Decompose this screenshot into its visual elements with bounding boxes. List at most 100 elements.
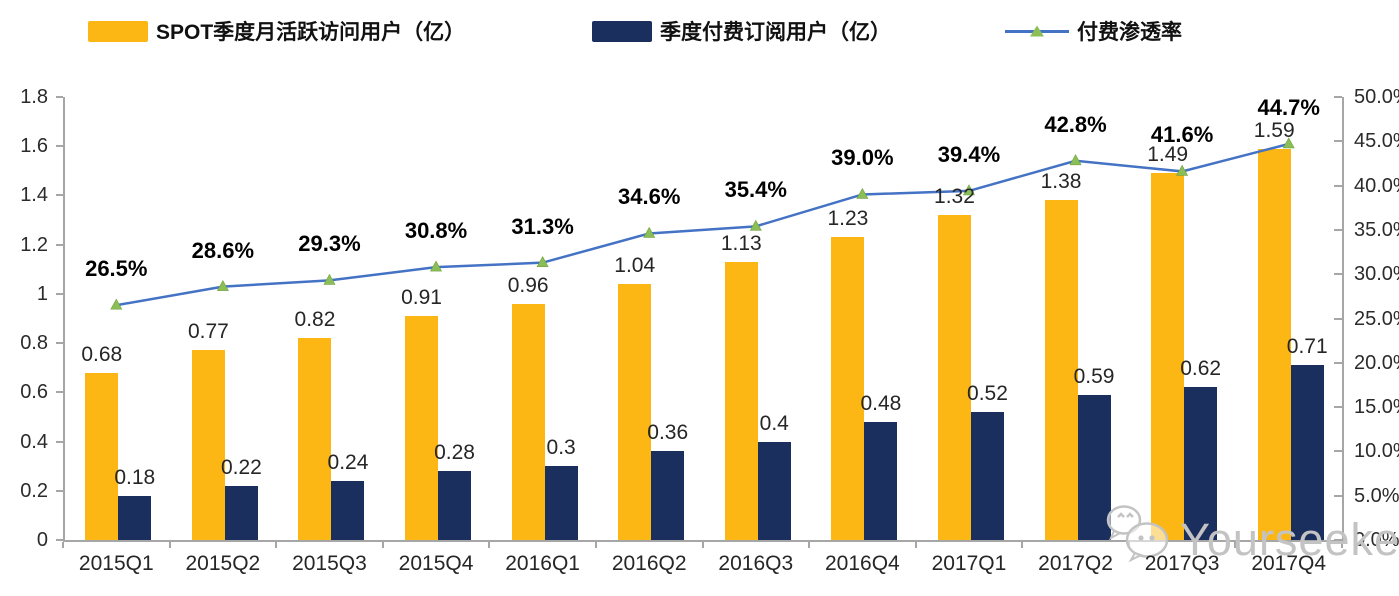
watermark: Yourseeker <box>1102 500 1399 562</box>
y-axis-tick <box>56 391 63 394</box>
bar-value-label-mau: 1.38 <box>1040 170 1082 194</box>
triangle-marker-icon <box>749 219 762 231</box>
y-axis-tick-label: 1.8 <box>20 86 48 108</box>
secondary-y-axis-tick-label: 0.0% <box>1354 529 1399 551</box>
bar-value-label-subscribers: 0.4 <box>759 411 789 435</box>
triangle-marker-icon <box>1069 154 1082 166</box>
bar-mau <box>1044 200 1078 540</box>
watermark-text: Yourseeker <box>1180 514 1399 565</box>
legend-label-penetration: 付费渗透率 <box>1077 21 1182 44</box>
x-axis-category-label: 2015Q1 <box>78 552 154 575</box>
x-axis-category-label: 2017Q1 <box>931 552 1007 575</box>
bar-subscribers <box>118 495 152 540</box>
legend-line-marker-icon <box>1005 21 1069 41</box>
legend-item-mau: SPOT季度月活跃访问用户（亿） <box>88 17 465 45</box>
legend-label-subscribers: 季度付费订阅用户（亿） <box>660 21 891 44</box>
y-axis-tick <box>56 342 63 345</box>
bar-mau <box>191 350 225 540</box>
bar-value-label-subscribers: 0.48 <box>860 391 902 415</box>
bar-value-label-mau: 1.04 <box>614 254 656 278</box>
penetration-label: 28.6% <box>191 237 255 263</box>
wechat-icon <box>1106 505 1169 562</box>
y-axis-line <box>63 97 65 540</box>
x-axis-tick <box>1234 542 1237 548</box>
triangle-marker-icon <box>962 184 975 196</box>
penetration-label: 42.8% <box>1044 111 1107 137</box>
x-axis-line <box>63 540 1344 542</box>
bar-value-label-mau: 1.49 <box>1147 143 1189 167</box>
triangle-marker-icon <box>216 279 229 291</box>
bar-mau <box>511 303 545 540</box>
triangle-marker-icon <box>110 298 123 310</box>
bar-value-label-subscribers: 0.62 <box>1180 357 1222 381</box>
penetration-label: 39.4% <box>937 141 1001 167</box>
x-axis-tick <box>1341 542 1343 548</box>
x-axis-tick <box>701 542 704 548</box>
y-axis-tick <box>56 96 63 98</box>
x-axis-tick <box>914 542 917 548</box>
x-axis-category-label: 2016Q4 <box>825 552 900 575</box>
y-axis-tick <box>56 243 63 246</box>
bar-value-label-mau: 0.91 <box>401 286 442 310</box>
bar-mau <box>618 284 652 540</box>
y-axis-tick-label: 1.2 <box>20 233 48 256</box>
bar-mau <box>85 372 119 540</box>
bar-subscribers <box>1077 394 1111 540</box>
y-axis-tick <box>56 292 63 295</box>
secondary-y-axis-tick-label: 15.0% <box>1354 396 1399 419</box>
triangle-marker-icon <box>536 256 549 267</box>
x-axis-tick <box>62 542 64 548</box>
penetration-label: 34.6% <box>618 184 681 210</box>
bar-mau <box>405 316 439 540</box>
bar-subscribers <box>864 421 898 540</box>
legend-swatch-subscribers <box>592 20 652 42</box>
x-axis-tick <box>168 542 171 548</box>
y-axis-tick <box>56 145 63 148</box>
bar-subscribers <box>757 441 791 540</box>
bar-mau <box>298 338 332 540</box>
secondary-y-axis-tick-label: 30.0% <box>1354 263 1399 286</box>
legend-item-subscribers: 季度付费订阅用户（亿） <box>592 17 891 45</box>
y-axis-tick-label: 1.4 <box>20 184 48 207</box>
y-axis-tick-label: 1 <box>36 282 48 305</box>
bar-subscribers <box>544 466 578 540</box>
y-axis-tick-label: 1.6 <box>20 135 48 158</box>
bar-value-label-subscribers: 0.22 <box>220 455 262 479</box>
x-axis-tick <box>381 542 384 548</box>
y-axis-tick <box>56 194 63 197</box>
triangle-marker-icon <box>856 187 869 199</box>
x-axis-tick <box>808 542 811 548</box>
bar-subscribers <box>1184 387 1218 540</box>
bar-value-label-subscribers: 0.24 <box>327 450 369 474</box>
penetration-line-path <box>116 142 1290 307</box>
triangle-marker-icon <box>643 226 656 238</box>
legend-item-penetration: 付费渗透率 <box>1005 17 1182 45</box>
x-axis-category-label: 2016Q2 <box>611 552 687 575</box>
bar-value-label-subscribers: 0.71 <box>1286 335 1328 359</box>
secondary-y-axis-tick-label: 25.0% <box>1354 307 1399 330</box>
secondary-y-axis-tick-label: 40.0% <box>1354 174 1399 197</box>
x-axis-category-label: 2017Q4 <box>1251 552 1327 575</box>
secondary-y-axis-tick <box>1334 184 1342 187</box>
secondary-y-axis-tick-label: 5.0% <box>1354 484 1399 507</box>
penetration-line <box>110 137 1295 310</box>
secondary-y-axis-tick <box>1334 317 1342 320</box>
x-axis-category-label: 2017Q2 <box>1038 552 1113 575</box>
bar-subscribers <box>1290 365 1324 540</box>
bar-subscribers <box>224 485 258 540</box>
secondary-y-axis-tick <box>1334 140 1342 143</box>
bar-mau <box>724 261 758 540</box>
secondary-y-axis-tick-label: 20.0% <box>1354 351 1399 374</box>
penetration-label: 35.4% <box>724 177 787 203</box>
bar-value-label-subscribers: 0.59 <box>1073 364 1115 388</box>
secondary-y-axis-tick <box>1334 273 1342 276</box>
bar-subscribers <box>651 451 685 540</box>
secondary-y-axis-tick-label: 50.0% <box>1354 86 1399 108</box>
bar-mau <box>937 215 971 540</box>
secondary-y-axis-tick <box>1334 494 1342 497</box>
penetration-label: 44.7% <box>1257 94 1320 120</box>
y-axis-tick-label: 0 <box>36 529 48 551</box>
legend-label-mau: SPOT季度月活跃访问用户（亿） <box>156 21 466 44</box>
x-axis-category-label: 2015Q4 <box>398 552 474 575</box>
bar-value-label-mau: 1.32 <box>934 185 975 209</box>
